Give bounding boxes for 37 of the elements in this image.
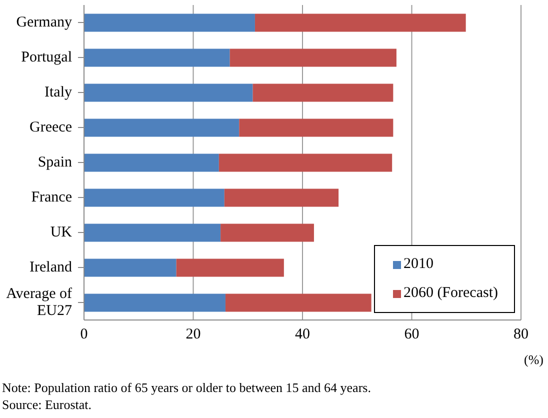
bar xyxy=(230,48,396,67)
bar xyxy=(84,294,226,312)
y-tick-label: Germany xyxy=(16,14,72,30)
bar xyxy=(84,188,224,207)
x-tick-label: 60 xyxy=(404,326,420,343)
y-tick-label: Spain xyxy=(38,154,72,170)
bar xyxy=(84,84,253,102)
bar xyxy=(224,188,339,207)
bar xyxy=(84,14,255,32)
x-axis-title: (%) xyxy=(524,352,544,368)
y-tick-label: France xyxy=(31,190,72,206)
bar xyxy=(252,84,394,102)
x-tick-label: 20 xyxy=(186,326,201,343)
bar xyxy=(84,224,221,242)
bar xyxy=(84,48,230,67)
y-tick-label: UK xyxy=(50,224,72,240)
legend-label: 2060 (Forecast) xyxy=(403,284,498,303)
text: Note: Population ratio of 65 years or older to between 15 and 64 years. xyxy=(2,379,371,396)
bar xyxy=(225,294,372,312)
legend-label: 2010 xyxy=(403,255,434,274)
bar xyxy=(254,14,466,32)
y-tick-label: Italy xyxy=(44,84,72,100)
bar xyxy=(84,258,176,277)
bar xyxy=(239,118,394,137)
x-tick-label: 80 xyxy=(514,326,528,343)
bar xyxy=(84,118,240,137)
source-note: Source: Eurostat. xyxy=(2,396,93,413)
bar xyxy=(220,224,314,242)
bar xyxy=(176,258,284,277)
bar xyxy=(218,154,392,172)
x-tick-label: 40 xyxy=(295,326,310,343)
y-tick-label: Ireland xyxy=(30,260,72,276)
y-tick-label: Average of EU27 xyxy=(6,286,72,319)
y-tick-label: Portugal xyxy=(21,50,72,66)
x-tick-label: 0 xyxy=(80,326,88,343)
y-tick-label: Greece xyxy=(30,120,72,136)
bar xyxy=(84,154,219,172)
